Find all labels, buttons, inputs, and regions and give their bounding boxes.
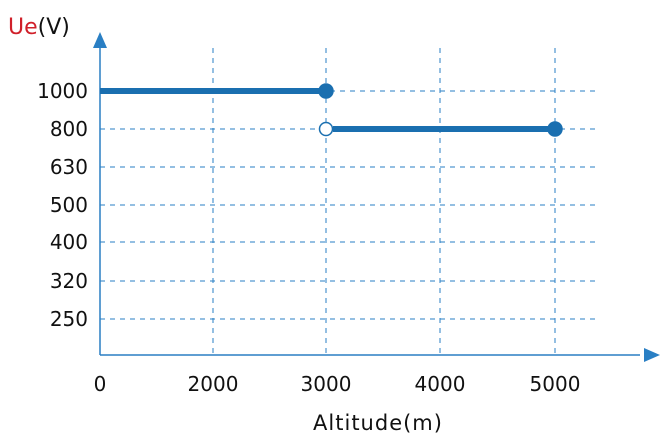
y-tick-label-250: 250	[50, 307, 88, 331]
y-axis-label-symbol: Ue	[8, 15, 38, 40]
y-axis-label-unit: (V)	[38, 15, 70, 40]
y-tick-label-500: 500	[50, 193, 88, 217]
grid-lines	[100, 48, 596, 355]
x-tick-label-0: 0	[94, 372, 107, 396]
axes	[93, 32, 660, 362]
y-tick-label-400: 400	[50, 230, 88, 254]
x-axis-arrow-icon	[644, 348, 660, 362]
x-axis-label: Altitude(m)	[313, 411, 443, 435]
x-tick-label-2000: 2000	[188, 372, 239, 396]
series-steps	[100, 83, 563, 137]
y-tick-label-630: 630	[50, 155, 88, 179]
y-tick-label-1000: 1000	[37, 79, 88, 103]
filled-point-marker	[318, 83, 334, 99]
y-tick-label-320: 320	[50, 269, 88, 293]
filled-point-marker	[547, 121, 563, 137]
open-point-marker	[318, 121, 334, 137]
x-tick-label-4000: 4000	[415, 372, 466, 396]
y-axis-arrow-icon	[93, 32, 107, 48]
x-tick-label-5000: 5000	[530, 372, 581, 396]
y-axis-label: Ue(V)	[8, 15, 70, 40]
tick-labels: 0 2000 3000 4000 5000 250 320 400 500 630 800 1000	[37, 79, 580, 396]
x-tick-label-3000: 3000	[301, 372, 352, 396]
y-tick-label-800: 800	[50, 117, 88, 141]
